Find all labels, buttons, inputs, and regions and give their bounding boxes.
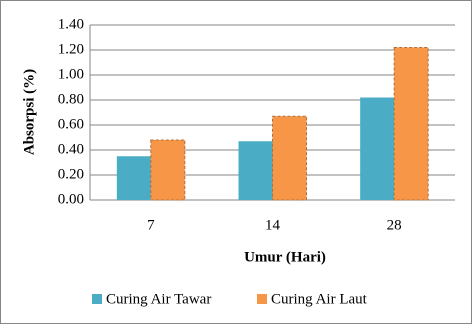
- x-tick-label: 7: [147, 217, 155, 233]
- bar: [360, 97, 395, 200]
- y-tick-label: 1.20: [58, 41, 84, 57]
- y-tick-label: 0.60: [58, 116, 84, 132]
- x-tick-label: 28: [387, 217, 402, 233]
- y-tick-label: 1.40: [58, 16, 84, 32]
- bar: [116, 156, 151, 200]
- x-tick-label: 14: [265, 217, 281, 233]
- y-axis-title: Absorpsi (%): [21, 69, 37, 155]
- legend-swatch: [257, 294, 267, 304]
- bar: [238, 141, 273, 200]
- legend-label: Curing Air Tawar: [106, 291, 211, 307]
- bar: [150, 139, 186, 201]
- legend-swatch: [92, 294, 102, 304]
- y-tick-label: 0.20: [58, 166, 84, 182]
- y-tick-label: 0.40: [58, 141, 84, 157]
- bar: [272, 115, 307, 201]
- legend-label: Curing Air Laut: [271, 291, 368, 307]
- x-axis-title: Umur (Hari): [244, 249, 326, 265]
- y-tick-label: 1.00: [58, 66, 84, 82]
- y-tick-label: 0.00: [58, 191, 84, 207]
- y-tick-label: 0.80: [58, 91, 84, 107]
- bar: [393, 47, 429, 201]
